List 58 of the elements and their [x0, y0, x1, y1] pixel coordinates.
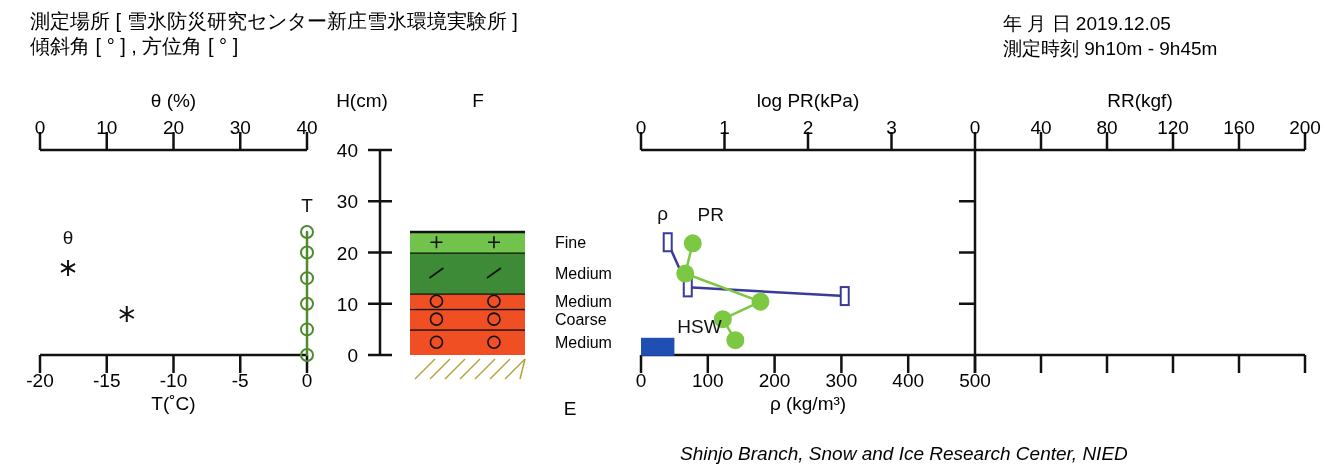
text: 年 月 日 2019.12.05 — [1003, 13, 1171, 34]
x-tick-label: 0 — [301, 370, 313, 391]
point — [726, 331, 745, 350]
series-label: ρ — [657, 203, 669, 225]
text: Shinjo Branch, Snow and Ice Research Center, NIED — [680, 443, 1129, 464]
x2-tick-label: 3 — [886, 117, 897, 138]
x-tick-label: -10 — [159, 370, 188, 391]
y-tick-label: 10 — [336, 293, 358, 315]
x-tick-label: 500 — [959, 370, 991, 391]
x-tick-label: -15 — [93, 370, 121, 391]
x-axis-title: RR(kgf) — [1107, 90, 1173, 111]
series-label: T — [301, 195, 314, 216]
series-label: Medium — [555, 334, 612, 352]
x-tick-label: 200 — [758, 370, 791, 391]
text: E — [563, 398, 577, 419]
series-label: PR — [697, 204, 724, 226]
x2-axis-title: log PR(kPa) — [756, 90, 860, 111]
point — [751, 292, 770, 311]
x2-tick-label: 20 — [162, 117, 185, 138]
x-tick-label: 400 — [892, 370, 925, 391]
x2-axis-title: θ (%) — [150, 90, 197, 111]
series-label: HSW — [677, 315, 722, 337]
x-tick-label: 300 — [825, 370, 858, 391]
y-axis-title: H(cm) — [336, 90, 388, 111]
series-label: θ — [62, 226, 74, 248]
text: 測定時刻 9h10m - 9h45m — [1003, 38, 1218, 59]
x2-tick-label: 1 — [719, 117, 730, 138]
series-label: Fine — [555, 234, 587, 252]
series-label: Coarse — [555, 311, 607, 329]
x-tick-label: -20 — [26, 370, 54, 391]
point — [683, 234, 702, 253]
x-tick-label: 200 — [1289, 117, 1321, 138]
series-label: Medium — [555, 265, 612, 282]
x-tick-label: 120 — [1157, 117, 1189, 138]
x2-tick-label: 2 — [802, 117, 814, 138]
chart-subtitle: 傾斜角 [ ° ] , 方位角 [ ° ] — [30, 35, 239, 57]
x-axis-title: T(˚C) — [151, 393, 196, 414]
bar — [410, 329, 525, 355]
x-tick-label: 0 — [635, 370, 647, 391]
x-axis-title: ρ (kg/m³) — [769, 393, 847, 414]
series-label: Medium — [555, 293, 612, 311]
y-tick-label: 0 — [347, 345, 358, 366]
x2-tick-label: 30 — [229, 117, 251, 138]
y-tick-label: 30 — [336, 191, 358, 213]
point — [676, 264, 695, 283]
y-tick-label: 40 — [336, 140, 358, 161]
x-tick-label: 80 — [1096, 117, 1118, 138]
x-tick-label: -5 — [231, 370, 249, 391]
x2-tick-label: 10 — [96, 117, 118, 138]
bar — [410, 252, 525, 294]
text: F — [472, 90, 484, 111]
x-tick-label: 100 — [691, 370, 724, 391]
x-tick-label: 160 — [1223, 117, 1255, 138]
x-tick-label: 0 — [969, 117, 981, 138]
bar — [410, 232, 525, 253]
x-tick-label: 40 — [1030, 117, 1052, 138]
y-tick-label: 20 — [336, 242, 358, 264]
chart-title: 測定場所 [ 雪氷防災研究センター新庄雪氷環境実験所 ] — [30, 10, 518, 32]
